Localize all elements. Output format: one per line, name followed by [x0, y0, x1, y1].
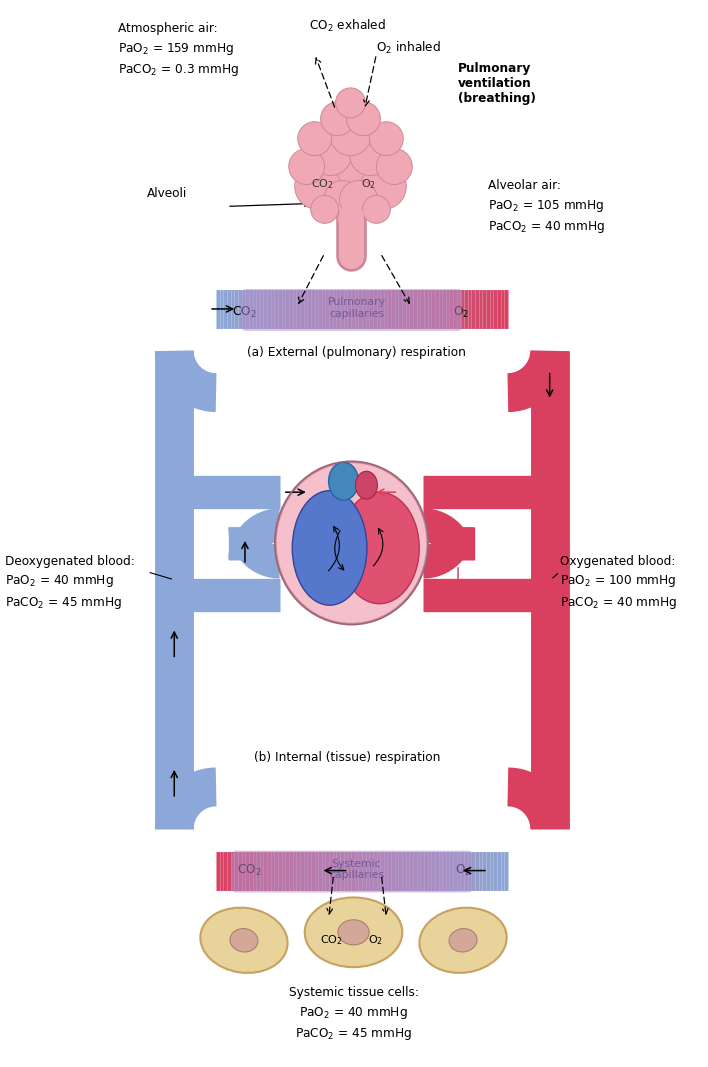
Circle shape [360, 163, 406, 209]
Circle shape [330, 114, 372, 156]
Circle shape [346, 101, 380, 136]
Circle shape [377, 148, 412, 185]
Text: CO$_2$ exhaled: CO$_2$ exhaled [309, 18, 386, 34]
FancyBboxPatch shape [242, 289, 462, 331]
Ellipse shape [449, 928, 477, 952]
Circle shape [340, 180, 377, 219]
Ellipse shape [329, 462, 358, 500]
FancyBboxPatch shape [232, 850, 472, 892]
Text: O$_2$: O$_2$ [453, 305, 469, 320]
Text: O$_2$: O$_2$ [455, 862, 471, 878]
Text: Oxygenated blood:
PaO$_2$ = 100 mmHg
PaCO$_2$ = 40 mmHg: Oxygenated blood: PaO$_2$ = 100 mmHg PaC… [559, 555, 677, 611]
Circle shape [370, 122, 404, 156]
Text: O$_2$: O$_2$ [361, 177, 376, 191]
Ellipse shape [200, 908, 287, 973]
Text: O$_2$ inhaled: O$_2$ inhaled [377, 41, 441, 57]
Ellipse shape [230, 928, 258, 952]
Text: Deoxygenated blood:
PaO$_2$ = 40 mmHg
PaCO$_2$ = 45 mmHg: Deoxygenated blood: PaO$_2$ = 40 mmHg Pa… [5, 555, 135, 611]
Circle shape [336, 87, 365, 117]
Text: Atmospheric air:
PaO$_2$ = 159 mmHg
PaCO$_2$ = 0.3 mmHg: Atmospheric air: PaO$_2$ = 159 mmHg PaCO… [118, 22, 239, 78]
Ellipse shape [419, 908, 507, 973]
Text: O$_2$: O$_2$ [368, 934, 383, 947]
Circle shape [311, 195, 338, 223]
Text: CO$_2$: CO$_2$ [312, 177, 334, 191]
Text: Pulmonary
ventilation
(breathing): Pulmonary ventilation (breathing) [458, 62, 536, 105]
Ellipse shape [340, 492, 419, 604]
Circle shape [321, 101, 355, 136]
Text: CO$_2$: CO$_2$ [320, 934, 343, 947]
Text: Alveoli: Alveoli [147, 187, 187, 200]
Text: (b) Internal (tissue) respiration: (b) Internal (tissue) respiration [254, 751, 440, 764]
Ellipse shape [292, 491, 367, 605]
Ellipse shape [304, 897, 402, 967]
Circle shape [309, 133, 351, 175]
Circle shape [324, 180, 362, 219]
Ellipse shape [276, 462, 427, 623]
Ellipse shape [338, 920, 369, 945]
Circle shape [350, 133, 392, 175]
Text: Systemic tissue cells:
PaO$_2$ = 40 mmHg
PaCO$_2$ = 45 mmHg: Systemic tissue cells: PaO$_2$ = 40 mmHg… [289, 986, 418, 1042]
Text: CO$_2$: CO$_2$ [232, 305, 256, 320]
Circle shape [298, 122, 331, 156]
Text: Pulmonary
capillaries: Pulmonary capillaries [328, 297, 385, 319]
Circle shape [324, 155, 377, 208]
Circle shape [289, 148, 325, 185]
Circle shape [338, 206, 363, 233]
Circle shape [362, 195, 390, 223]
Text: CO$_2$: CO$_2$ [236, 862, 261, 878]
Ellipse shape [355, 472, 377, 499]
Text: Systemic
capillaries: Systemic capillaries [329, 859, 384, 880]
Text: Alveolar air:
PaO$_2$ = 105 mmHg
PaCO$_2$ = 40 mmHg: Alveolar air: PaO$_2$ = 105 mmHg PaCO$_2… [488, 179, 605, 236]
Circle shape [295, 163, 341, 209]
Text: (a) External (pulmonary) respiration: (a) External (pulmonary) respiration [247, 346, 466, 359]
